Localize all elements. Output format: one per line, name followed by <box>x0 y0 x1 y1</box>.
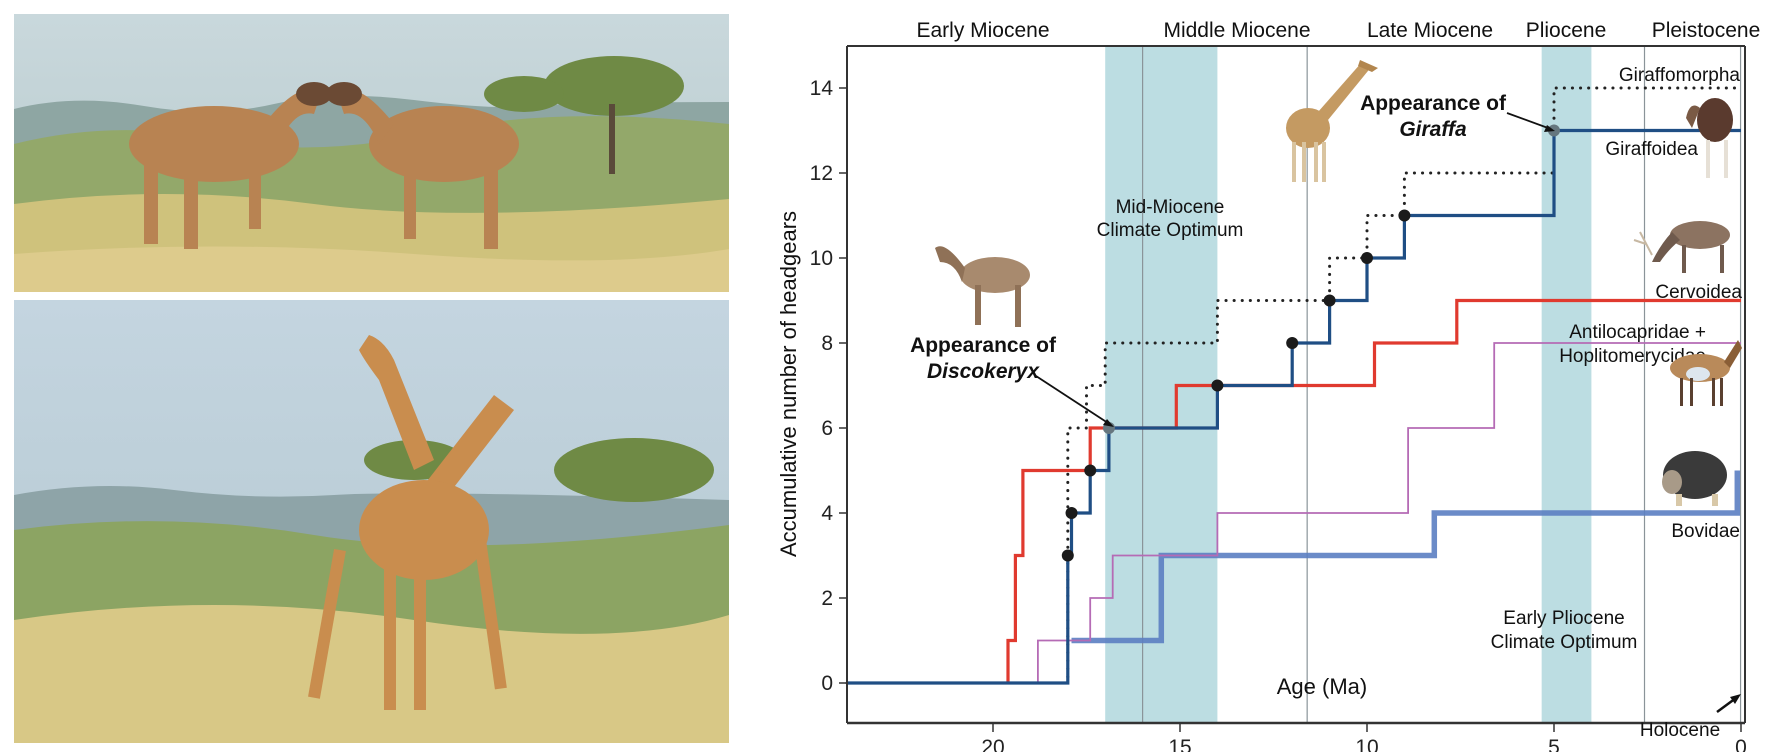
annotation-giraffa-arrow <box>1506 112 1549 129</box>
epoch-label: Late Miocene <box>1367 19 1493 42</box>
x-tick-label: 0 <box>1735 736 1747 752</box>
y-tick-label: 6 <box>821 417 833 440</box>
label-antilocapridae: Antilocapridae + <box>1569 322 1706 343</box>
giraffa-illustration <box>14 300 729 743</box>
y-tick-label: 12 <box>810 162 833 185</box>
series-antilocapridae-hoplitomerycidae <box>1037 342 1741 683</box>
x-tick-label: 5 <box>1548 736 1560 752</box>
x-tick-label: 15 <box>1168 736 1191 752</box>
series-bovidae <box>1071 470 1741 644</box>
headgear-chart: 0 2 4 6 8 10 12 14 20 15 10 5 0 Age (Ma) Accumulative… <box>776 19 1761 752</box>
annotation-discokeryx-line2: Discokeryx <box>927 360 1040 383</box>
epco-label-line2: Climate Optimum <box>1491 632 1638 653</box>
epoch-label: Pleistocene <box>1652 19 1761 42</box>
okapi-icon <box>1686 98 1733 178</box>
mmco-label-line2: Climate Optimum <box>1097 220 1244 241</box>
annotation-giraffa-line1: Appearance of <box>1360 92 1507 115</box>
data-point-marker <box>1323 294 1336 307</box>
holocene-label: Holocene <box>1640 720 1720 741</box>
pronghorn-icon <box>1670 340 1742 406</box>
data-point-marker <box>1286 337 1299 349</box>
label-giraffoidea: Giraffoidea <box>1605 139 1698 160</box>
muskox-icon <box>1662 451 1727 506</box>
y-tick-label: 8 <box>821 332 833 355</box>
data-point-marker <box>1361 252 1373 264</box>
label-bovidae: Bovidae <box>1671 521 1740 542</box>
data-point-marker <box>1065 507 1078 519</box>
x-tick-label: 10 <box>1355 736 1378 752</box>
series-cervoidea <box>1006 298 1741 683</box>
data-point-marker <box>1061 549 1074 562</box>
label-giraffomorpha: Giraffomorpha <box>1619 65 1741 86</box>
mmco-label-line1: Mid-Miocene <box>1116 197 1225 218</box>
annotation-discokeryx-arrowhead <box>1103 419 1114 427</box>
y-tick-label: 14 <box>810 77 834 100</box>
giraffe-icon <box>1286 60 1378 182</box>
epoch-label: Middle Miocene <box>1163 19 1310 42</box>
annotation-discokeryx-arrow <box>1035 375 1109 424</box>
discokeryx-icon <box>935 246 1030 327</box>
y-axis-label: Accumulative number of headgears <box>776 211 801 557</box>
discokeryx-illustration <box>14 14 729 292</box>
y-tick-label: 10 <box>810 247 833 270</box>
label-hoplitomerycidae: Hoplitomerycidae <box>1559 346 1706 367</box>
holocene-arrowhead <box>1730 694 1741 704</box>
series-giraffoidea <box>847 128 1741 685</box>
annotation-discokeryx-line1: Appearance of <box>910 334 1057 357</box>
deer-icon <box>1633 221 1730 273</box>
epoch-label: Early Miocene <box>916 19 1049 42</box>
x-tick-label: 20 <box>981 736 1004 752</box>
epoch-label: Pliocene <box>1526 19 1607 42</box>
x-axis-label: Age (Ma) <box>1277 674 1367 699</box>
y-tick-label: 4 <box>821 502 833 525</box>
series-giraffomorpha <box>845 86 1743 685</box>
data-point-marker <box>1398 209 1411 222</box>
data-point-marker <box>1211 379 1224 392</box>
y-tick-label: 2 <box>821 587 833 610</box>
label-cervoidea: Cervoidea <box>1655 282 1742 303</box>
climate-band-1 <box>1541 46 1592 723</box>
annotation-giraffa-arrowhead <box>1544 125 1555 132</box>
y-tick-label: 0 <box>821 672 833 695</box>
annotation-giraffa-line2: Giraffa <box>1399 118 1467 141</box>
epco-label-line1: Early Pliocene <box>1503 608 1624 629</box>
data-point-marker <box>1084 464 1097 477</box>
